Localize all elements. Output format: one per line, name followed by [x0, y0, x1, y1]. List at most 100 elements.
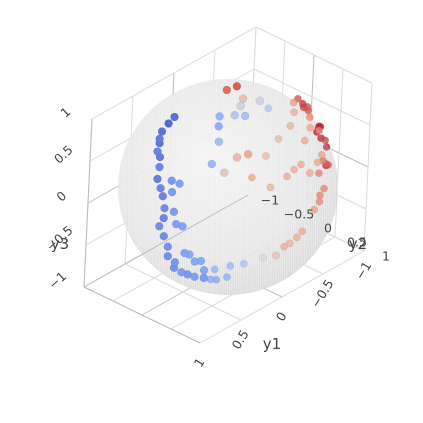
data-point[interactable]	[236, 101, 245, 111]
data-point[interactable]	[306, 169, 314, 177]
points-back-layer	[206, 94, 333, 284]
data-point[interactable]	[297, 160, 305, 169]
data-point[interactable]	[175, 179, 184, 188]
backwall-gridline-y3	[253, 68, 371, 126]
data-point[interactable]	[159, 213, 168, 223]
backwall-gridline-y2	[363, 82, 373, 252]
data-point[interactable]	[215, 112, 224, 121]
tick-label-y2: 0	[324, 221, 332, 236]
axis-titles: y1 y2 y3	[51, 235, 367, 353]
data-point[interactable]	[280, 242, 288, 251]
data-point[interactable]	[158, 191, 168, 201]
data-point[interactable]	[232, 82, 242, 91]
data-point[interactable]	[207, 159, 217, 169]
data-point[interactable]	[298, 227, 307, 236]
axis-line-y3	[83, 118, 93, 288]
data-point[interactable]	[290, 108, 298, 117]
data-point[interactable]	[317, 151, 326, 159]
data-point[interactable]	[169, 207, 179, 217]
tick-label-y2: 1	[382, 249, 390, 264]
data-point[interactable]	[286, 121, 295, 130]
floor-gridline-y1	[124, 263, 242, 321]
tick-label-y1: −1	[352, 259, 374, 283]
sphere-meridians	[118, 79, 338, 295]
data-point[interactable]	[264, 104, 273, 113]
data-point[interactable]	[210, 265, 219, 274]
data-point[interactable]	[160, 203, 169, 213]
data-point[interactable]	[170, 257, 180, 267]
data-point[interactable]	[310, 205, 319, 214]
data-point[interactable]	[153, 174, 162, 184]
data-point[interactable]	[214, 137, 224, 147]
tick-label-y3: 0.5	[51, 142, 76, 166]
data-point[interactable]	[232, 153, 242, 162]
data-point[interactable]	[315, 197, 324, 206]
data-point[interactable]	[259, 253, 267, 262]
data-point[interactable]	[180, 248, 189, 258]
data-point[interactable]	[177, 267, 186, 277]
tick-label-y3: 1	[57, 104, 73, 120]
data-point[interactable]	[306, 123, 315, 132]
data-point[interactable]	[285, 239, 294, 248]
data-point[interactable]	[238, 94, 248, 103]
data-point[interactable]	[156, 183, 165, 193]
data-point[interactable]	[163, 242, 173, 251]
data-point[interactable]	[274, 135, 283, 143]
data-point[interactable]	[243, 149, 253, 159]
data-point[interactable]	[293, 233, 301, 242]
data-point[interactable]	[163, 251, 173, 261]
tick-label-y1: 0.5	[229, 327, 252, 352]
data-point[interactable]	[283, 172, 291, 181]
data-point[interactable]	[266, 183, 275, 192]
data-point[interactable]	[315, 126, 323, 135]
data-point[interactable]	[313, 158, 322, 167]
axis-lines	[83, 118, 249, 344]
data-point[interactable]	[153, 147, 162, 156]
data-point[interactable]	[171, 219, 181, 229]
data-point[interactable]	[199, 266, 209, 275]
tick-label-y1: 1	[191, 355, 208, 370]
data-point[interactable]	[167, 187, 177, 197]
data-point[interactable]	[300, 136, 309, 145]
tick-label-y2: 0.5	[347, 235, 367, 250]
data-point[interactable]	[240, 111, 250, 121]
data-point[interactable]	[239, 259, 248, 268]
data-point[interactable]	[315, 169, 323, 178]
wall-gridline-y3	[91, 26, 257, 120]
data-point[interactable]	[226, 262, 235, 270]
data-point[interactable]	[223, 273, 231, 281]
data-point[interactable]	[157, 127, 167, 136]
data-point[interactable]	[190, 257, 199, 266]
tick-label-y1: −0.5	[308, 277, 337, 311]
data-point[interactable]	[248, 173, 256, 182]
data-point[interactable]	[262, 152, 270, 160]
data-point[interactable]	[272, 251, 280, 260]
tick-label-y3: 0	[53, 188, 69, 205]
data-point[interactable]	[320, 184, 328, 193]
data-point[interactable]	[164, 119, 173, 128]
data-point[interactable]	[255, 96, 265, 106]
data-point[interactable]	[220, 168, 229, 177]
backwall-gridline-y2	[334, 68, 344, 238]
data-point[interactable]	[155, 134, 164, 144]
points-front-layer	[153, 82, 265, 283]
tick-label-y2: −1	[261, 193, 279, 208]
data-point[interactable]	[317, 134, 325, 143]
axis-title-y1: y1	[263, 335, 281, 353]
axis-line-y1	[83, 194, 249, 288]
data-point[interactable]	[222, 85, 232, 95]
data-point[interactable]	[155, 162, 164, 172]
data-point[interactable]	[170, 112, 179, 122]
data-point[interactable]	[167, 176, 176, 185]
data-point[interactable]	[199, 273, 209, 283]
data-point[interactable]	[159, 231, 169, 241]
sphere-veil	[120, 81, 336, 293]
sphere-veil-surface	[120, 81, 336, 293]
data-point[interactable]	[230, 110, 240, 120]
data-point[interactable]	[290, 165, 298, 174]
data-point[interactable]	[289, 98, 298, 107]
data-point[interactable]	[298, 99, 307, 108]
data-point[interactable]	[214, 122, 223, 131]
data-point[interactable]	[155, 222, 164, 231]
